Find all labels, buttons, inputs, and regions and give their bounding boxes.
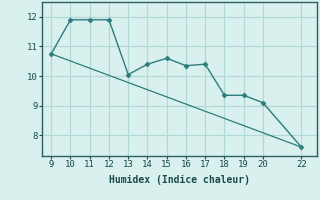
- X-axis label: Humidex (Indice chaleur): Humidex (Indice chaleur): [109, 175, 250, 185]
